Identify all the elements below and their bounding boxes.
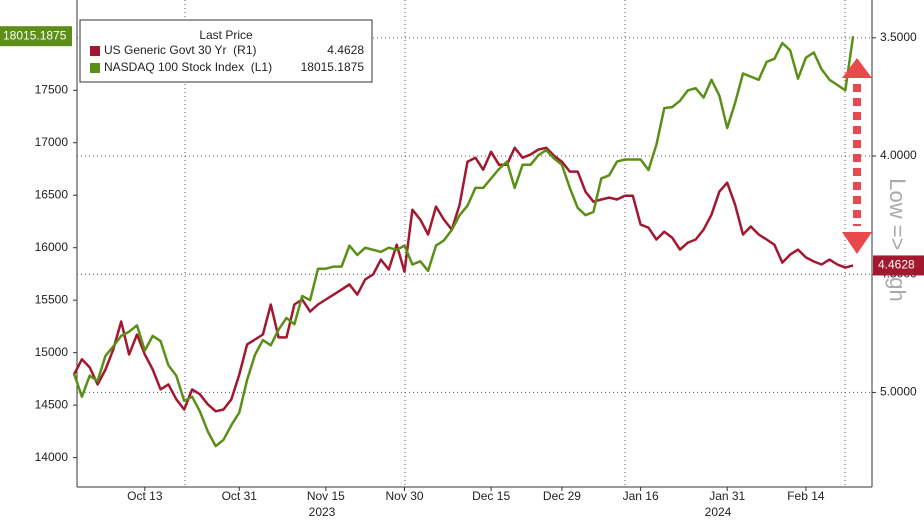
range-arrow — [842, 58, 872, 254]
x-tick-label: Oct 13 — [127, 489, 163, 503]
legend-label: NASDAQ 100 Stock Index (L1) — [104, 60, 272, 74]
y-tick-label: 17500 — [35, 82, 69, 96]
y-tick-label: 16500 — [35, 187, 69, 201]
x-tick-label: Nov 15 — [307, 489, 345, 503]
annotation: Low => High — [885, 178, 910, 302]
legend-swatch — [90, 63, 100, 73]
y-tick-label: 16000 — [35, 240, 69, 254]
y-tick-label: 14500 — [35, 397, 69, 411]
x-tick-label: Feb 14 — [787, 489, 825, 503]
legend: Last Price US Generic Govt 30 Yr (R1) 4.4… — [79, 19, 373, 83]
legend-box — [79, 19, 373, 83]
x-tick-label: Oct 31 — [222, 489, 258, 503]
y2-tick-label: 4.0000 — [880, 148, 917, 162]
y-tick-label: 14000 — [35, 450, 69, 464]
series-line — [72, 36, 855, 448]
x-tick-label: Jan 31 — [709, 489, 745, 503]
series-line — [72, 146, 854, 413]
legend-swatch — [90, 46, 100, 56]
x-tick-label: Jan 16 — [623, 489, 659, 503]
legend-value: 18015.1875 — [301, 60, 365, 74]
x-tick-label: Dec 29 — [543, 489, 581, 503]
legend-label: US Generic Govt 30 Yr (R1) — [104, 43, 257, 57]
legend-value: 4.4628 — [327, 43, 364, 57]
last-value-label: 4.4628 — [878, 258, 915, 272]
last-value-tag — [873, 255, 924, 276]
y-tick-label: 17000 — [35, 135, 69, 149]
x-tick-label: Nov 30 — [386, 489, 424, 503]
x-tick-label: Dec 15 — [472, 489, 510, 503]
y2-tick-label: 5.0000 — [880, 385, 917, 399]
y-tick-label: 15000 — [35, 345, 69, 359]
y-tick-label: 15500 — [35, 292, 69, 306]
plot — [72, 36, 872, 448]
legend-title: Last Price — [199, 28, 253, 42]
arrow-head — [842, 232, 872, 254]
last-value-tag — [0, 26, 72, 47]
last-value-label: 18015.1875 — [3, 28, 67, 42]
arrow-head — [842, 58, 872, 78]
year-label: 2024 — [705, 505, 732, 519]
year-label: 2023 — [309, 505, 336, 519]
y2-tick-label: 3.5000 — [880, 30, 917, 44]
